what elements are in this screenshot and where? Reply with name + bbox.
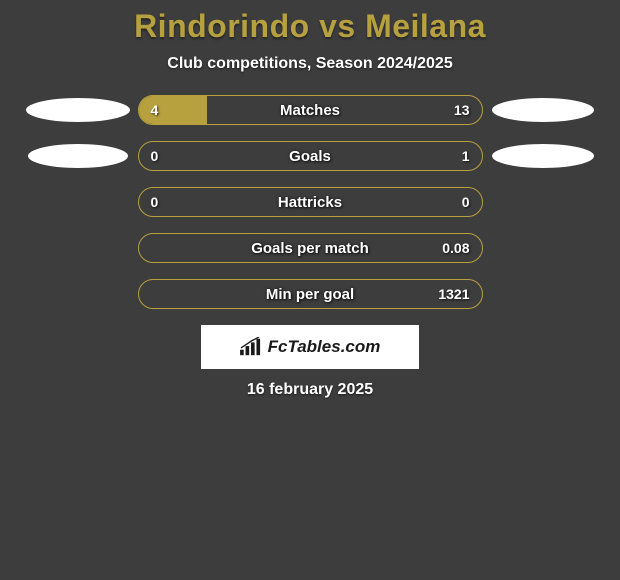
- stat-value-right: 0: [462, 188, 470, 216]
- team-ellipse-right: [492, 144, 594, 168]
- stat-label: Goals per match: [139, 234, 482, 262]
- stat-label: Goals: [139, 142, 482, 170]
- bar-fill-left: [139, 96, 208, 124]
- stat-value-right: 1: [462, 142, 470, 170]
- left-side-slot: [18, 144, 138, 168]
- right-side-slot: [483, 98, 603, 122]
- stat-bar: 0Goals1: [138, 141, 483, 171]
- stat-bar: 4Matches13: [138, 95, 483, 125]
- stat-value-left: 0: [151, 188, 159, 216]
- stat-value-right: 0.08: [442, 234, 469, 262]
- page-subtitle: Club competitions, Season 2024/2025: [0, 55, 620, 73]
- infographic-container: Rindorindo vs Meilana Club competitions,…: [0, 0, 620, 399]
- team-ellipse-left: [26, 98, 130, 122]
- bar-chart-icon: [240, 337, 262, 357]
- date-text: 16 february 2025: [0, 381, 620, 399]
- stat-label: Hattricks: [139, 188, 482, 216]
- stat-row: Min per goal1321: [0, 279, 620, 309]
- stat-value-right: 13: [454, 96, 470, 124]
- stat-row: Goals per match0.08: [0, 233, 620, 263]
- brand-badge: FcTables.com: [201, 325, 419, 369]
- stats-region: 4Matches130Goals10Hattricks0Goals per ma…: [0, 95, 620, 309]
- stat-value-right: 1321: [438, 280, 469, 308]
- stat-bar: Min per goal1321: [138, 279, 483, 309]
- stat-row: 0Goals1: [0, 141, 620, 171]
- stat-bar: Goals per match0.08: [138, 233, 483, 263]
- page-title: Rindorindo vs Meilana: [0, 8, 620, 45]
- stat-row: 0Hattricks0: [0, 187, 620, 217]
- left-side-slot: [18, 98, 138, 122]
- stat-bar: 0Hattricks0: [138, 187, 483, 217]
- team-ellipse-right: [492, 98, 594, 122]
- stat-value-left: 4: [151, 96, 159, 124]
- brand-text: FcTables.com: [268, 337, 381, 357]
- stat-value-left: 0: [151, 142, 159, 170]
- team-ellipse-left: [28, 144, 128, 168]
- stat-row: 4Matches13: [0, 95, 620, 125]
- stat-label: Min per goal: [139, 280, 482, 308]
- right-side-slot: [483, 144, 603, 168]
